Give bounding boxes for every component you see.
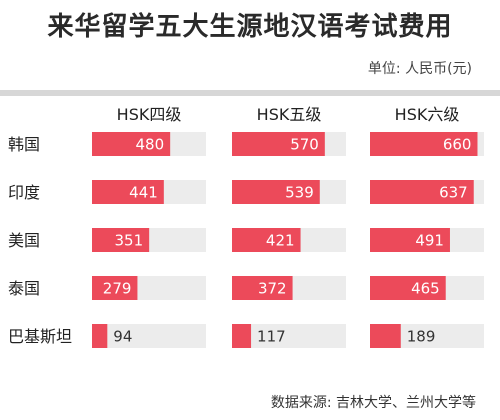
bar xyxy=(232,324,252,348)
bar xyxy=(370,132,478,156)
data-label: 570 xyxy=(290,136,319,154)
data-label: 279 xyxy=(103,280,132,298)
series-header: HSK六级 xyxy=(395,105,460,124)
data-label: 351 xyxy=(115,232,144,250)
data-label: 421 xyxy=(266,232,295,250)
category-label: 印度 xyxy=(8,183,40,202)
data-label: 539 xyxy=(285,184,314,202)
bar xyxy=(92,324,108,348)
data-label: 441 xyxy=(129,184,158,202)
bar xyxy=(370,180,474,204)
chart-title: 来华留学五大生源地汉语考试费用 xyxy=(47,12,453,42)
bar xyxy=(92,180,164,204)
bar xyxy=(92,276,138,300)
header-divider xyxy=(0,90,500,96)
bar xyxy=(370,324,401,348)
bar xyxy=(370,228,450,252)
data-label: 465 xyxy=(411,280,440,298)
category-label: 美国 xyxy=(8,231,40,250)
data-label: 637 xyxy=(439,184,468,202)
bar xyxy=(92,132,171,156)
source-note: 数据来源: 吉林大学、兰州大学等 xyxy=(270,395,476,411)
series-header: HSK五级 xyxy=(257,105,322,124)
bar xyxy=(232,276,293,300)
bar xyxy=(232,228,301,252)
bar xyxy=(232,132,325,156)
bar-track xyxy=(92,324,206,348)
data-label: 372 xyxy=(258,280,287,298)
category-label: 韩国 xyxy=(8,135,40,154)
data-label: 94 xyxy=(113,328,132,346)
data-label: 491 xyxy=(415,232,444,250)
data-label: 117 xyxy=(257,328,286,346)
bar xyxy=(370,276,446,300)
data-label: 189 xyxy=(407,328,436,346)
category-label: 巴基斯坦 xyxy=(8,327,72,346)
data-label: 660 xyxy=(443,136,472,154)
unit-label: 单位: 人民币(元) xyxy=(367,61,472,77)
bar xyxy=(232,180,320,204)
bar xyxy=(92,228,150,252)
series-header: HSK四级 xyxy=(117,105,182,124)
category-label: 泰国 xyxy=(8,279,40,298)
data-label: 480 xyxy=(136,136,165,154)
